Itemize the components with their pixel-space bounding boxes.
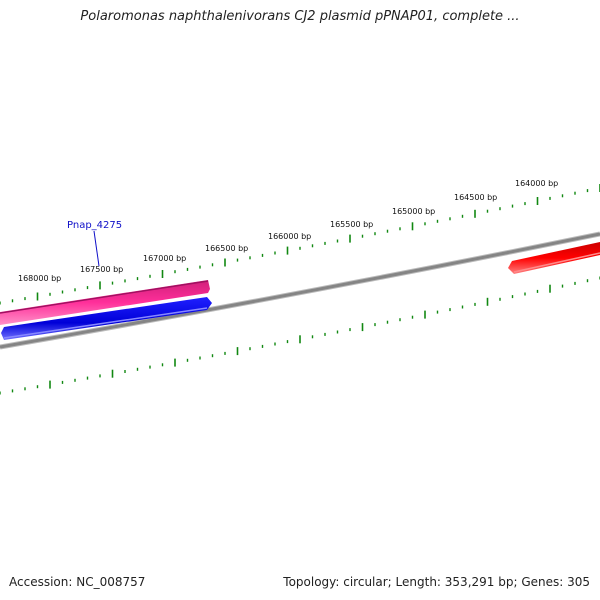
inner-ruler-ticks: [0, 276, 600, 395]
ruler-label: 168000 bp: [18, 274, 61, 283]
ruler-label: 165500 bp: [330, 220, 373, 229]
backbone: [0, 232, 600, 349]
topology-summary: Topology: circular; Length: 353,291 bp; …: [283, 575, 590, 589]
gene-arrow[interactable]: [508, 242, 600, 274]
gene-arrow-highlight: [513, 252, 600, 273]
gene-label[interactable]: Pnap_4275: [67, 220, 122, 231]
gene-blue[interactable]: [1, 297, 212, 340]
ruler-label: 166000 bp: [268, 232, 311, 241]
gene-arrow-highlight: [0, 280, 209, 314]
accession-text: Accession: NC_008757: [9, 575, 146, 589]
ruler-label: 165000 bp: [392, 207, 435, 216]
outer-ruler-ticks: [0, 184, 600, 305]
gene-red[interactable]: [508, 242, 600, 274]
map-title: Polaromonas naphthalenivorans CJ2 plasmi…: [80, 9, 520, 24]
gene-arrow[interactable]: [1, 297, 212, 340]
ruler-label: 167000 bp: [143, 254, 186, 263]
ruler-label: 167500 bp: [80, 265, 123, 274]
ruler-labels: 164000 bp 164500 bp 165000 bp 165500 bp …: [18, 179, 558, 283]
gene-label-leader: [93, 230, 100, 267]
ruler-label: 166500 bp: [205, 244, 248, 253]
gene-pnap-4275[interactable]: [0, 280, 210, 325]
gene-arrow[interactable]: [0, 280, 210, 325]
gene-arrow-highlight: [3, 307, 208, 339]
ruler-label: 164000 bp: [515, 179, 558, 188]
ruler-label: 164500 bp: [454, 193, 497, 202]
